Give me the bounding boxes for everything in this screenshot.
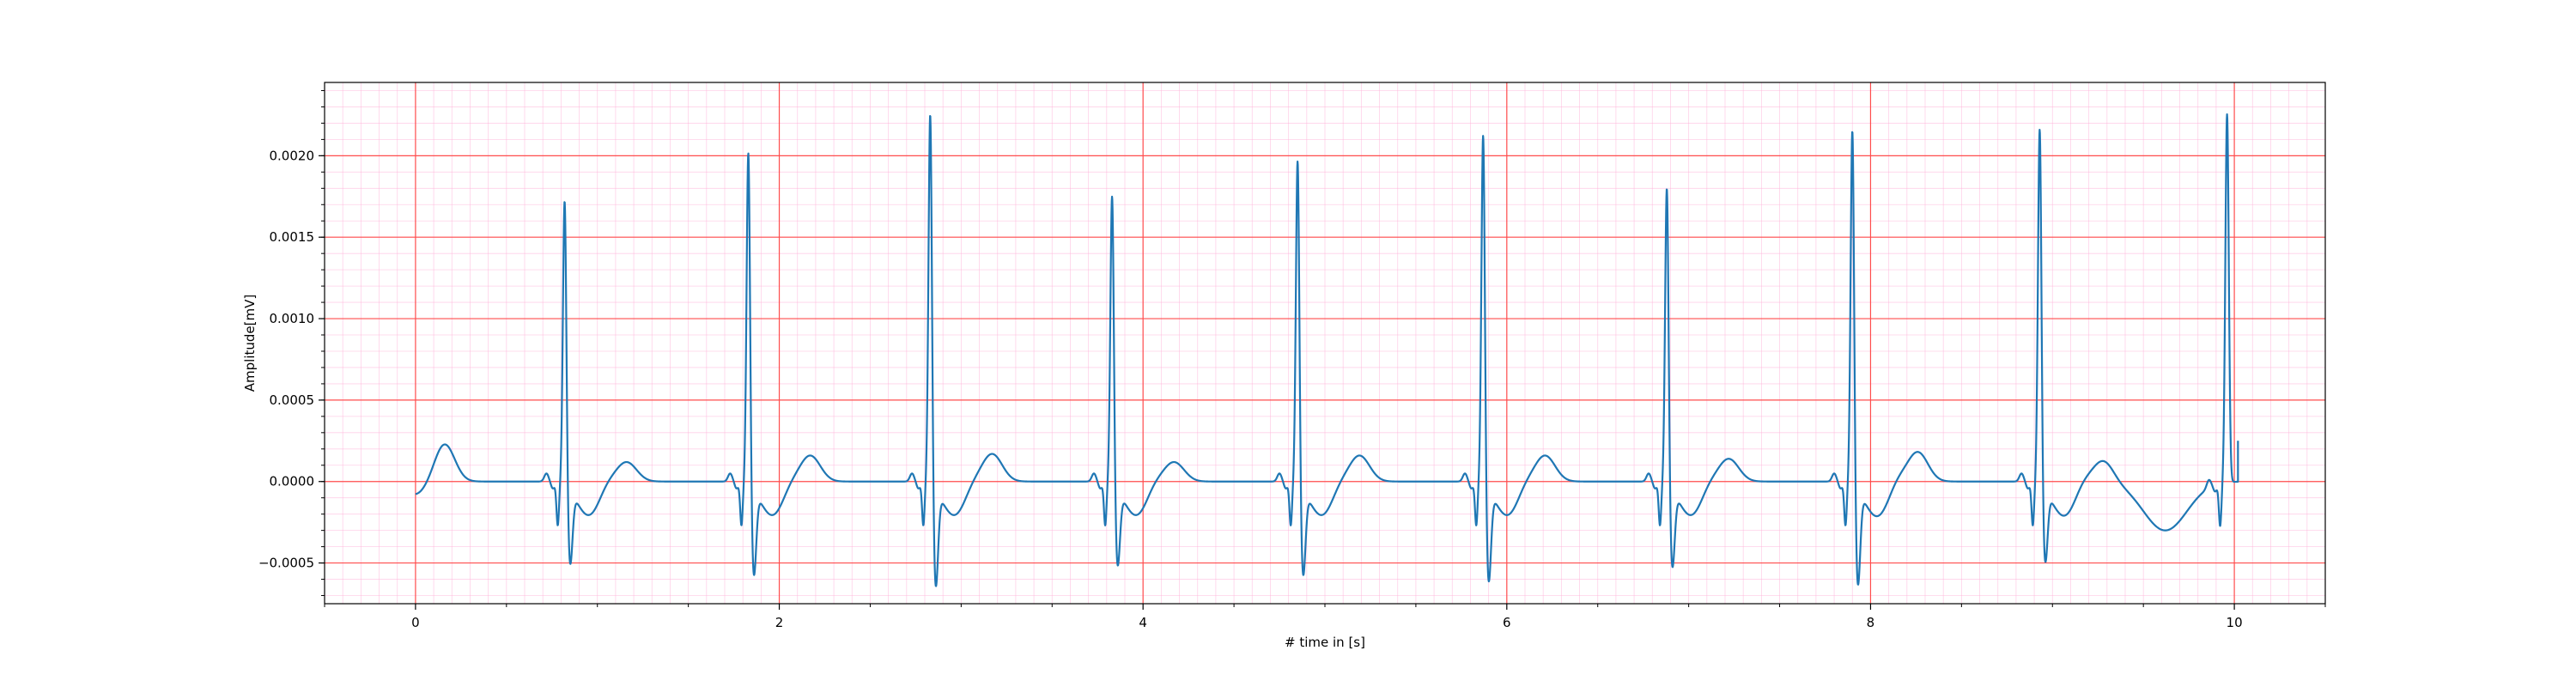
y-tick-label: −0.0005 — [258, 556, 314, 571]
y-tick-label: 0.0000 — [270, 474, 315, 489]
y-tick-label: 0.0010 — [270, 311, 315, 326]
y-axis-label: Amplitude[mV] — [242, 295, 258, 392]
x-tick-label: 8 — [1867, 615, 1875, 630]
y-axis: −0.0005 0.0000 0.0005 0.0010 0.0015 0.0020 — [258, 89, 325, 597]
y-tick-label: 0.0015 — [270, 229, 315, 245]
y-tick-label: 0.0020 — [270, 148, 315, 163]
x-axis-label: # time in [s] — [1285, 635, 1365, 650]
y-tick-label: 0.0005 — [270, 392, 315, 408]
x-tick-label: 0 — [411, 615, 420, 630]
x-tick-label: 10 — [2227, 615, 2243, 630]
minor-grid — [324, 82, 2326, 604]
major-grid — [325, 82, 2325, 604]
ecg-signal-line — [415, 112, 2239, 587]
x-tick-label: 2 — [775, 615, 784, 630]
x-axis: 0 2 4 6 8 10 — [324, 604, 2326, 630]
x-tick-label: 4 — [1139, 615, 1147, 630]
x-tick-label: 6 — [1503, 615, 1511, 630]
